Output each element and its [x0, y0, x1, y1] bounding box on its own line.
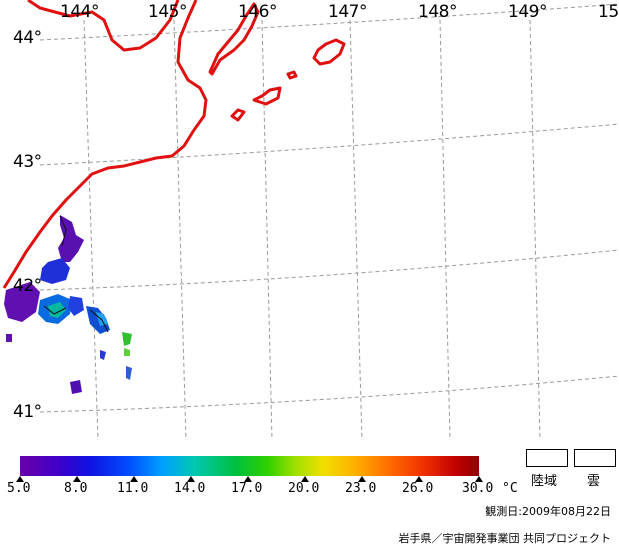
colorbar-tick-label: 26.0 [402, 481, 434, 496]
sst-patch [68, 296, 84, 316]
sst-contours [43, 215, 109, 333]
sst-patch [100, 350, 106, 360]
lon-label-149: 149° [508, 2, 547, 22]
lat-label-44: 44° [13, 28, 42, 48]
parallel-44 [39, 3, 619, 41]
lon-label-150: 15 [598, 2, 619, 22]
sst-patch [126, 366, 132, 380]
colorbar-tick-label: 5.0 [7, 481, 31, 496]
meridian-148 [439, 19, 451, 440]
sst-patch [48, 302, 66, 318]
colorbar-tick-label: 17.0 [231, 481, 263, 496]
meridian-146 [261, 19, 273, 440]
lat-label-42: 42° [13, 276, 42, 296]
sst-map [2, 0, 619, 440]
coastline [2, 0, 346, 289]
sst-patch [70, 380, 82, 394]
colorbar-tick-mark [16, 476, 24, 482]
sst-contour [43, 305, 67, 315]
hokkaido-coast [27, 0, 180, 52]
meridian-144 [83, 19, 99, 440]
land-legend-swatch [526, 449, 568, 467]
sst-patch [122, 332, 132, 346]
shikotan-coast [252, 86, 282, 106]
colorbar-tick-label: 11.0 [117, 481, 149, 496]
colorbar-tick-label: 30.0 [462, 481, 494, 496]
sst-patch [4, 282, 40, 322]
sst-patch [6, 334, 12, 342]
lon-label-146: 146° [238, 2, 277, 22]
sst-contour [89, 309, 109, 333]
kunashiri-coast [208, 2, 260, 76]
sst-patch [58, 215, 84, 262]
lat-label-43: 43° [13, 152, 42, 172]
colorbar-tick-mark [130, 476, 138, 482]
colorbar-tick-mark [73, 476, 81, 482]
colorbar-tick-mark [244, 476, 252, 482]
habomai-coast [230, 108, 246, 122]
colorbar-tick-label: 20.0 [288, 481, 320, 496]
lat-label-41: 41° [13, 402, 42, 422]
lon-label-144: 144° [60, 2, 99, 22]
colorbar-tick-label: 23.0 [345, 481, 377, 496]
parallel-41 [39, 375, 619, 413]
sst-patch [124, 348, 130, 356]
temperature-colorbar [20, 456, 479, 476]
sst-patch [86, 306, 110, 334]
lon-label-148: 148° [418, 2, 457, 22]
colorbar-tick-mark [415, 476, 423, 482]
sst-contour [59, 215, 67, 247]
colorbar-unit: °C [502, 481, 518, 496]
colorbar-tick-mark [187, 476, 195, 482]
meridian-149 [529, 19, 541, 440]
colorbar-tick-mark [475, 476, 483, 482]
cloud-legend-swatch [574, 449, 616, 467]
colorbar-tick-mark [358, 476, 366, 482]
lon-label-145: 145° [148, 2, 187, 22]
parallel-43 [39, 123, 619, 166]
meridian-145 [173, 19, 187, 440]
cloud-legend-label: 雲 [587, 474, 601, 489]
sst-patch [96, 312, 108, 326]
etorofu-coast [312, 38, 346, 66]
observation-date: 観測日:2009年08月22日 [485, 505, 611, 518]
colorbar-tick-label: 14.0 [174, 481, 206, 496]
hokkaido-east-coast [2, 0, 208, 289]
lon-label-147: 147° [328, 2, 367, 22]
credit-line: 岩手県／宇宙開発事業団 共同プロジェクト [398, 532, 612, 545]
meridian-147 [349, 19, 363, 440]
colorbar-tick-label: 8.0 [64, 481, 88, 496]
graticule [39, 3, 619, 440]
colorbar-tick-mark [301, 476, 309, 482]
parallel-42 [39, 249, 619, 291]
islet-coast [286, 70, 298, 80]
sst-patch [40, 258, 70, 284]
sst-patches [4, 215, 132, 394]
land-legend-label: 陸域 [531, 474, 558, 489]
